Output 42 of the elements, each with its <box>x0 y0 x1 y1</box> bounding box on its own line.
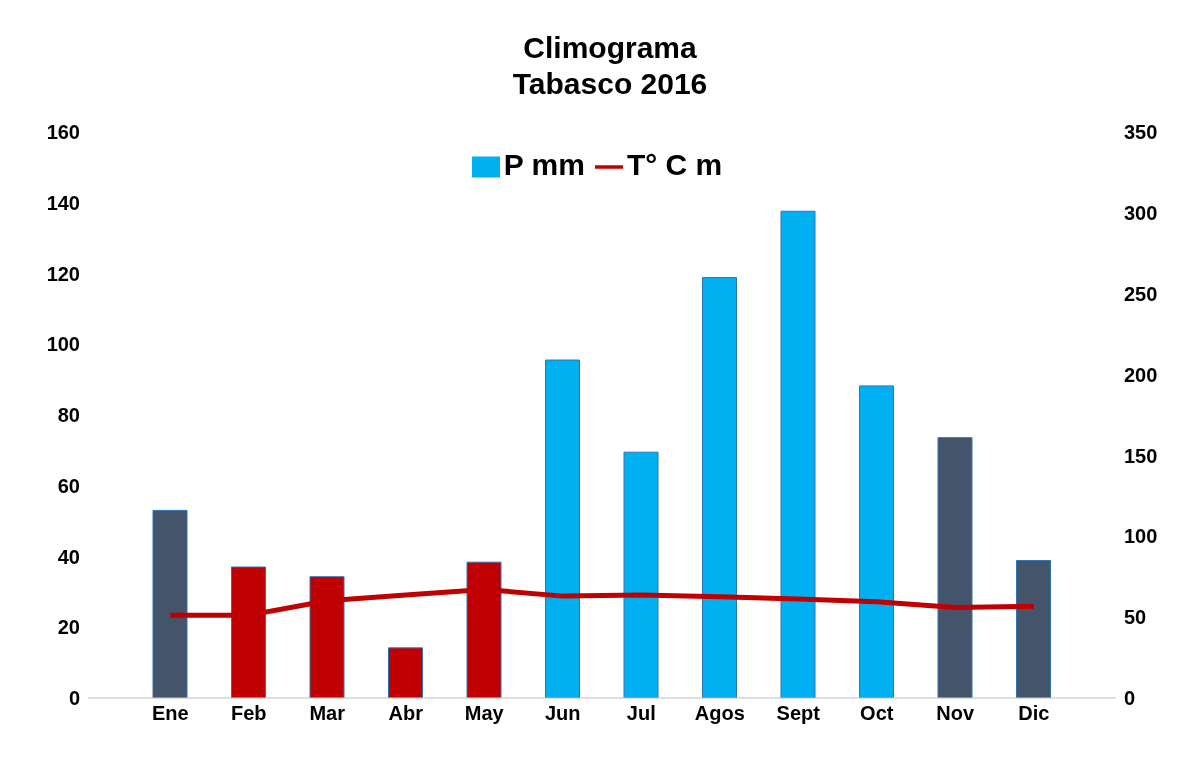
x-tick-label: Nov <box>936 702 976 725</box>
bar <box>152 509 188 698</box>
x-tick-label: Ene <box>151 702 189 725</box>
y2-tick-label: 100 <box>1124 525 1158 548</box>
x-tick-label: May <box>464 702 505 725</box>
bar <box>623 451 659 698</box>
bar <box>388 647 423 698</box>
y-tick-label: 140 <box>46 191 80 214</box>
bar <box>545 359 580 698</box>
y2-tick-label: 250 <box>1124 282 1158 305</box>
y-tick-label: 20 <box>57 616 80 639</box>
y-tick-label: 100 <box>46 333 80 356</box>
bar <box>1016 560 1051 698</box>
y2-tick-label: 350 <box>1124 121 1158 144</box>
y-tick-label: 40 <box>57 545 80 568</box>
x-tick-label: Mar <box>309 702 346 725</box>
bar <box>937 437 973 698</box>
y2-tick-label: 150 <box>1124 444 1158 467</box>
bar <box>859 385 894 698</box>
y2-tick-label: 200 <box>1124 363 1158 386</box>
legend-label: T° C m <box>626 148 723 181</box>
y-tick-label: 0 <box>68 687 80 710</box>
y-tick-label: 160 <box>46 121 80 144</box>
chart-subtitle: Tabasco 2016 <box>511 66 709 102</box>
y-tick-label: 60 <box>57 474 80 497</box>
bar <box>780 210 816 698</box>
y2-tick-label: 0 <box>1124 687 1136 710</box>
x-tick-label: Jul <box>626 702 656 725</box>
x-tick-label: Oct <box>860 702 894 725</box>
y2-tick-label: 300 <box>1124 201 1158 224</box>
legend-label: P mm <box>503 148 585 181</box>
y-tick-label: 80 <box>57 404 80 427</box>
y-tick-label: 120 <box>46 262 80 285</box>
x-tick-label: Sept <box>776 702 821 725</box>
x-tick-label: Dic <box>1018 702 1050 725</box>
x-tick-label: Jun <box>544 702 581 725</box>
y2-tick-label: 50 <box>1124 606 1147 629</box>
x-tick-label: Agos <box>694 702 745 725</box>
chart-title: Climograma <box>522 30 698 66</box>
x-tick-label: Feb <box>230 702 267 725</box>
x-tick-label: Abr <box>388 702 424 725</box>
bar <box>702 277 737 698</box>
